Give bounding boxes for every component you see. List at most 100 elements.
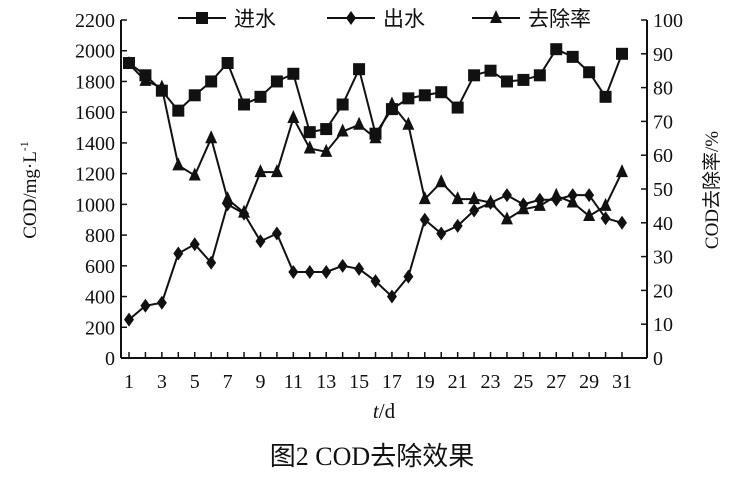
triangle-marker [500, 211, 513, 225]
y-left-tick-label: 600 [85, 256, 115, 278]
y-right-tick-label: 0 [653, 348, 663, 370]
diamond-marker [156, 295, 167, 310]
y-right-tick-label: 100 [653, 10, 683, 32]
diamond-marker [206, 255, 217, 270]
square-marker [196, 12, 208, 24]
y-right-tick-label: 60 [653, 145, 673, 167]
square-marker [599, 90, 612, 103]
y-axis-right-label: COD去除率/% [701, 131, 723, 249]
diamond-marker [346, 11, 356, 25]
x-tick-label: 19 [415, 371, 435, 393]
x-tick-label: 3 [157, 371, 167, 393]
x-tick-label: 9 [255, 371, 265, 393]
triangle-marker [139, 72, 152, 86]
triangle-marker [435, 174, 448, 188]
triangle-marker [517, 201, 530, 215]
triangle-marker [451, 191, 464, 205]
x-tick-label: 25 [513, 371, 533, 393]
triangle-marker [490, 10, 502, 23]
x-tick-label: 17 [382, 371, 402, 393]
diamond-marker [617, 215, 627, 230]
triangle-marker [369, 130, 382, 144]
triangle-marker [468, 191, 481, 205]
diamond-marker [584, 188, 595, 203]
figure-caption: 图2 COD去除效果 [270, 442, 474, 471]
square-marker [270, 75, 283, 88]
x-tick-label: 7 [223, 371, 233, 393]
triangle-marker [402, 116, 415, 130]
legend: 进水 出水 去除率 [178, 7, 591, 31]
triangle-marker [320, 143, 333, 157]
y-axis-left-label: COD/mg·L-1 [17, 141, 41, 239]
x-tick-label: 29 [579, 371, 599, 393]
series-square [123, 43, 628, 140]
legend-item: 进水 [178, 7, 276, 31]
x-tick-label: 23 [481, 371, 501, 393]
square-marker [172, 104, 185, 117]
square-marker [402, 92, 415, 105]
square-marker [517, 73, 530, 86]
triangle-marker [188, 167, 201, 181]
triangle-marker [287, 110, 300, 124]
square-marker [418, 89, 431, 102]
diamond-marker [354, 261, 365, 276]
y-left-tick-label: 2200 [75, 10, 115, 32]
square-marker [484, 64, 497, 77]
series-triangle [123, 55, 628, 225]
y-right-tick-label: 50 [653, 179, 673, 201]
y-right-tick-label: 30 [653, 247, 673, 269]
x-tick-label: 11 [284, 371, 303, 393]
y-left-tick-label: 800 [85, 225, 115, 247]
y-left-tick-label: 1600 [75, 102, 115, 124]
square-marker [336, 98, 349, 111]
diamond-marker [304, 264, 315, 279]
x-tick-label: 15 [349, 371, 369, 393]
square-marker [468, 69, 481, 82]
triangle-marker [385, 96, 398, 110]
y-right-tick-label: 10 [653, 314, 673, 336]
x-tick-label: 5 [190, 371, 200, 393]
diamond-marker [600, 211, 611, 226]
y-right-tick-label: 80 [653, 78, 673, 100]
square-marker [287, 67, 300, 80]
diamond-marker [288, 264, 299, 279]
triangle-marker [254, 164, 267, 178]
y-right-tick-label: 90 [653, 44, 673, 66]
triangle-marker [353, 116, 366, 130]
triangle-marker [550, 187, 563, 201]
series-diamond [124, 188, 627, 327]
diamond-marker [386, 289, 397, 304]
series-line [128, 47, 623, 137]
triangle-marker [123, 55, 135, 69]
legend-label: 进水 [234, 7, 276, 31]
diamond-marker [419, 212, 430, 227]
square-marker [254, 90, 267, 103]
square-marker [550, 43, 563, 56]
x-tick-label: 1 [124, 371, 134, 393]
x-tick-label: 21 [448, 371, 468, 393]
y-left-tick-label: 400 [85, 287, 115, 309]
axes: 0200400600800100012001400160018002000220… [75, 10, 683, 393]
square-marker [320, 123, 333, 136]
diamond-marker [452, 218, 463, 233]
y-left-tick-label: 1200 [75, 164, 115, 186]
y-right-tick-label: 20 [653, 280, 673, 302]
triangle-marker [566, 194, 579, 208]
legend-item: 去除率 [472, 7, 591, 31]
diamond-marker [173, 246, 184, 261]
square-marker [533, 69, 546, 82]
diamond-marker [337, 258, 348, 273]
x-axis-label: t/d [373, 399, 396, 423]
legend-label: 去除率 [528, 7, 591, 31]
y-left-tick-label: 2000 [75, 41, 115, 63]
diamond-marker [271, 226, 282, 241]
diamond-marker [189, 237, 200, 252]
triangle-marker [484, 194, 497, 208]
x-tick-label: 13 [316, 371, 336, 393]
square-marker [566, 50, 579, 63]
y-right-tick-label: 70 [653, 111, 673, 133]
triangle-marker [336, 123, 349, 137]
triangle-marker [238, 204, 251, 218]
diamond-marker [124, 312, 134, 327]
legend-label: 出水 [383, 7, 425, 31]
